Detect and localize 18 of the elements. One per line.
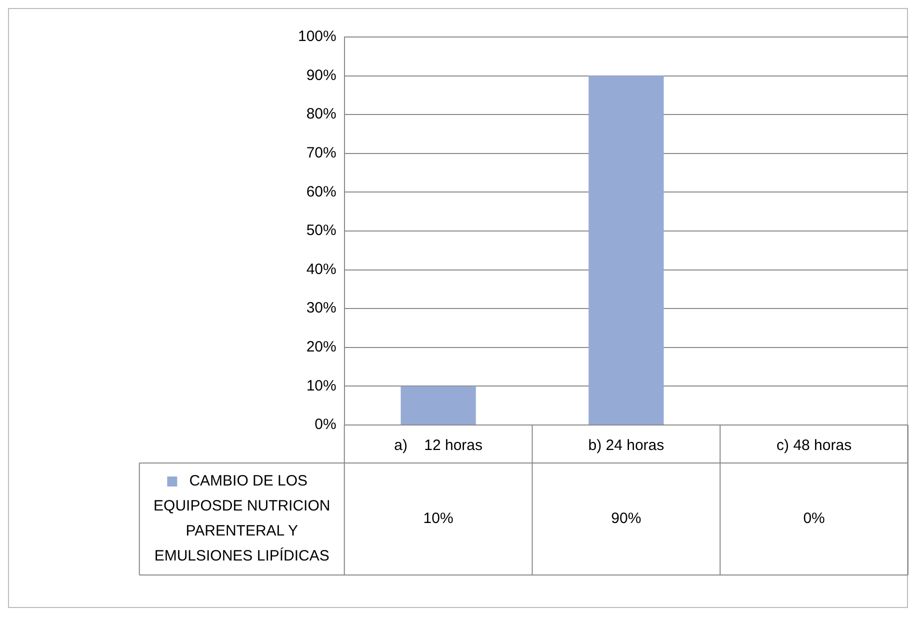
y-tick-label: 10% [306, 377, 336, 394]
data-label: 10% [423, 510, 454, 528]
x-tick-label: b) 24 horas [588, 437, 664, 454]
y-tick-label: 80% [306, 106, 336, 123]
legend-label: CAMBIO DE LOS EQUIPOSDE NUTRICION PARENTERAL Y EMULSIONES LIPÍDICAS [154, 472, 330, 565]
data-label: 0% [803, 510, 825, 528]
y-tick-label: 30% [306, 300, 336, 317]
data-label: 90% [611, 510, 642, 528]
y-tick-label: 50% [306, 222, 336, 240]
y-tick-label: 40% [306, 260, 336, 278]
y-tick-label: 90% [306, 66, 336, 84]
y-tick-label: 60% [306, 183, 336, 200]
y-tick-label: 70% [306, 144, 336, 162]
y-tick-label: 20% [306, 338, 336, 356]
y-tick-label: 100% [298, 28, 336, 46]
x-tick-label: a) 12 horas [394, 437, 482, 454]
y-tick-label: 0% [314, 416, 336, 434]
x-tick-label: c) 48 horas [776, 437, 852, 454]
